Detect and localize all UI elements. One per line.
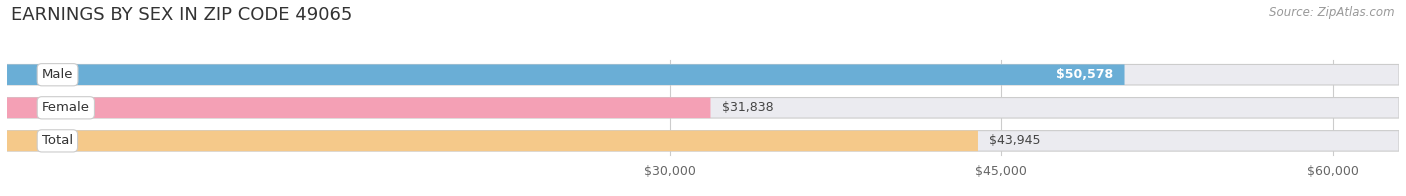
Text: Female: Female — [42, 101, 90, 114]
FancyBboxPatch shape — [7, 98, 1399, 118]
Text: EARNINGS BY SEX IN ZIP CODE 49065: EARNINGS BY SEX IN ZIP CODE 49065 — [11, 6, 353, 24]
FancyBboxPatch shape — [7, 131, 979, 151]
Text: $50,578: $50,578 — [1056, 68, 1114, 81]
Text: Male: Male — [42, 68, 73, 81]
FancyBboxPatch shape — [7, 64, 1399, 85]
FancyBboxPatch shape — [7, 131, 1399, 151]
Text: $43,945: $43,945 — [988, 134, 1040, 147]
FancyBboxPatch shape — [7, 64, 1125, 85]
Text: Total: Total — [42, 134, 73, 147]
FancyBboxPatch shape — [7, 98, 710, 118]
Text: $31,838: $31,838 — [721, 101, 773, 114]
Text: Source: ZipAtlas.com: Source: ZipAtlas.com — [1270, 6, 1395, 19]
